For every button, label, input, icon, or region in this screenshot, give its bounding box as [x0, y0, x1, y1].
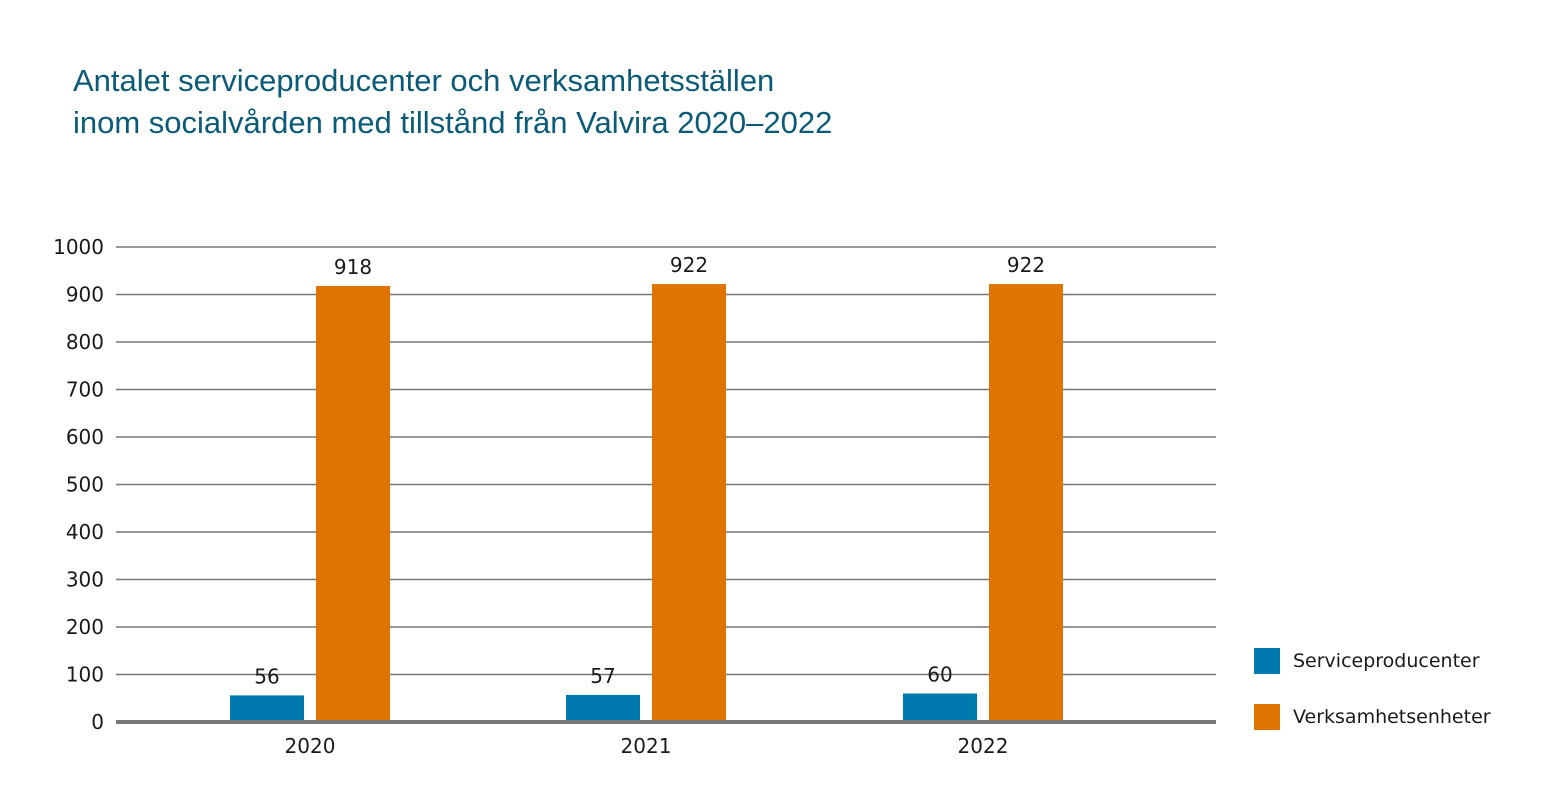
y-tick-label: 800: [66, 330, 104, 354]
y-tick-label: 500: [66, 473, 104, 497]
y-tick-label: 900: [66, 283, 104, 307]
x-tick-label: 2020: [285, 734, 336, 758]
y-tick-label: 0: [91, 710, 104, 734]
data-label: 918: [334, 255, 372, 279]
y-tick-label: 100: [66, 663, 104, 687]
y-tick-label: 300: [66, 568, 104, 592]
data-label: 57: [590, 664, 615, 688]
legend-label-serviceproducenter: Serviceproducenter: [1293, 650, 1480, 672]
data-label: 922: [1007, 253, 1045, 277]
y-tick-label: 600: [66, 425, 104, 449]
bar-verksamhetsenheter-2022: [989, 284, 1063, 722]
legend-item-serviceproducenter: Serviceproducenter: [1254, 647, 1480, 675]
bar-verksamhetsenheter-2020: [316, 285, 390, 722]
y-tick-label: 1000: [53, 235, 104, 259]
legend-swatch-serviceproducenter: [1254, 648, 1280, 674]
y-tick-label: 700: [66, 378, 104, 402]
x-tick-label: 2021: [621, 734, 672, 758]
chart-title: Antalet serviceproducenter och verksamhe…: [73, 60, 832, 144]
data-label: 56: [254, 664, 279, 688]
data-label: 60: [927, 663, 952, 687]
y-tick-label: 200: [66, 615, 104, 639]
chart-title-line-1: Antalet serviceproducenter och verksamhe…: [73, 63, 775, 98]
bar-serviceproducenter-2020: [230, 695, 304, 722]
data-label: 922: [670, 253, 708, 277]
legend-swatch-verksamhetsenheter: [1254, 704, 1280, 730]
bar-serviceproducenter-2022: [903, 693, 977, 722]
legend-item-verksamhetsenheter: Verksamhetsenheter: [1254, 703, 1491, 731]
bar-verksamhetsenheter-2021: [652, 284, 726, 722]
x-tick-label: 2022: [958, 734, 1009, 758]
y-tick-label: 400: [66, 520, 104, 544]
bar-serviceproducenter-2021: [566, 694, 640, 722]
chart-title-line-2: inom socialvården med tillstånd från Val…: [73, 105, 833, 140]
legend-label-verksamhetsenheter: Verksamhetsenheter: [1293, 706, 1491, 728]
